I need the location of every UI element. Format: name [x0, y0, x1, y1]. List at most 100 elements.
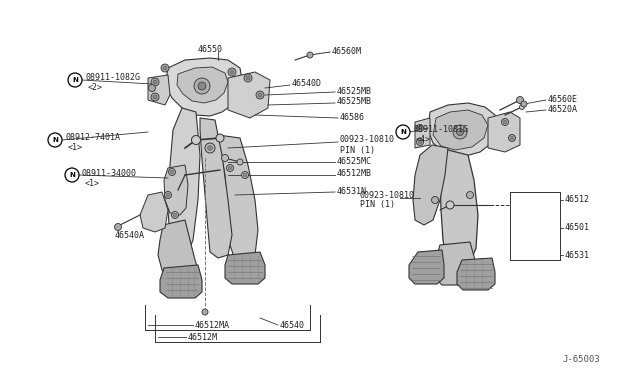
Polygon shape — [158, 220, 200, 288]
Circle shape — [221, 154, 228, 161]
Polygon shape — [168, 108, 200, 260]
Circle shape — [163, 66, 167, 70]
Circle shape — [396, 125, 410, 139]
Circle shape — [207, 145, 212, 151]
Circle shape — [161, 64, 169, 72]
Circle shape — [307, 52, 313, 58]
Polygon shape — [428, 103, 498, 157]
Text: 46525MB: 46525MB — [337, 87, 372, 96]
Text: 46560M: 46560M — [332, 48, 362, 57]
Polygon shape — [177, 67, 228, 103]
Polygon shape — [164, 165, 188, 215]
Circle shape — [172, 212, 179, 218]
Circle shape — [453, 125, 467, 139]
Circle shape — [456, 128, 463, 135]
Polygon shape — [225, 252, 265, 284]
Polygon shape — [457, 258, 495, 290]
Polygon shape — [228, 72, 270, 118]
Circle shape — [168, 169, 175, 176]
Polygon shape — [440, 150, 478, 270]
Text: 46540D: 46540D — [292, 80, 322, 89]
Circle shape — [153, 80, 157, 84]
Circle shape — [510, 136, 514, 140]
Text: <4>: <4> — [416, 135, 431, 144]
Circle shape — [151, 78, 159, 86]
Polygon shape — [435, 242, 475, 285]
Text: 00923-10810: 00923-10810 — [340, 135, 395, 144]
Text: 46512MA: 46512MA — [195, 321, 230, 330]
Text: <1>: <1> — [85, 179, 100, 187]
Text: 08911-1081G: 08911-1081G — [413, 125, 468, 135]
Text: 46560E: 46560E — [548, 96, 578, 105]
Circle shape — [244, 74, 252, 82]
Text: N: N — [69, 172, 75, 178]
Text: N: N — [400, 129, 406, 135]
Circle shape — [502, 119, 509, 125]
Circle shape — [237, 159, 243, 165]
Circle shape — [418, 140, 422, 144]
Circle shape — [431, 196, 438, 203]
Circle shape — [418, 126, 422, 130]
Polygon shape — [409, 250, 444, 284]
Text: 46531N: 46531N — [337, 186, 367, 196]
Circle shape — [166, 193, 170, 197]
Text: 46512MB: 46512MB — [337, 170, 372, 179]
Text: PIN (1): PIN (1) — [340, 145, 375, 154]
Text: 46550: 46550 — [198, 45, 223, 55]
Polygon shape — [160, 265, 202, 298]
Circle shape — [48, 133, 62, 147]
Polygon shape — [413, 145, 448, 225]
Text: 46586: 46586 — [340, 112, 365, 122]
Circle shape — [191, 135, 200, 144]
Text: <2>: <2> — [88, 83, 103, 93]
Circle shape — [417, 138, 424, 145]
Text: 08912-7401A: 08912-7401A — [65, 134, 120, 142]
Text: 46525MC: 46525MC — [337, 157, 372, 166]
Circle shape — [228, 68, 236, 76]
Text: 46525MB: 46525MB — [337, 97, 372, 106]
Circle shape — [115, 224, 122, 231]
Circle shape — [194, 78, 210, 94]
Circle shape — [151, 93, 159, 101]
Polygon shape — [148, 75, 170, 105]
Polygon shape — [218, 135, 258, 262]
Circle shape — [216, 134, 224, 142]
Circle shape — [148, 84, 156, 92]
Text: <1>: <1> — [68, 144, 83, 153]
Circle shape — [516, 96, 524, 103]
Text: N: N — [72, 77, 78, 83]
Circle shape — [230, 70, 234, 74]
Circle shape — [198, 82, 206, 90]
Circle shape — [202, 309, 208, 315]
Circle shape — [228, 166, 232, 170]
Circle shape — [68, 73, 82, 87]
Circle shape — [509, 135, 515, 141]
Circle shape — [243, 173, 247, 177]
Circle shape — [520, 105, 525, 109]
Polygon shape — [433, 110, 488, 150]
Circle shape — [417, 125, 424, 131]
Circle shape — [227, 164, 234, 171]
Polygon shape — [488, 112, 520, 152]
Text: PIN (1): PIN (1) — [360, 201, 395, 209]
Circle shape — [246, 76, 250, 80]
Polygon shape — [415, 118, 430, 148]
Circle shape — [521, 101, 527, 107]
Text: J-65003: J-65003 — [563, 356, 600, 365]
Polygon shape — [140, 192, 168, 232]
Text: 08911-1082G: 08911-1082G — [85, 74, 140, 83]
Circle shape — [164, 192, 172, 199]
Text: 46540: 46540 — [280, 321, 305, 330]
Circle shape — [241, 171, 248, 179]
Circle shape — [153, 95, 157, 99]
Text: 46520A: 46520A — [548, 106, 578, 115]
Text: 00923-10810: 00923-10810 — [360, 190, 415, 199]
Circle shape — [503, 120, 507, 124]
Circle shape — [258, 93, 262, 97]
Circle shape — [170, 170, 174, 174]
Text: 46512: 46512 — [565, 196, 590, 205]
Circle shape — [173, 213, 177, 217]
Circle shape — [256, 91, 264, 99]
Polygon shape — [165, 58, 242, 116]
Text: 08911-34000: 08911-34000 — [82, 169, 137, 177]
